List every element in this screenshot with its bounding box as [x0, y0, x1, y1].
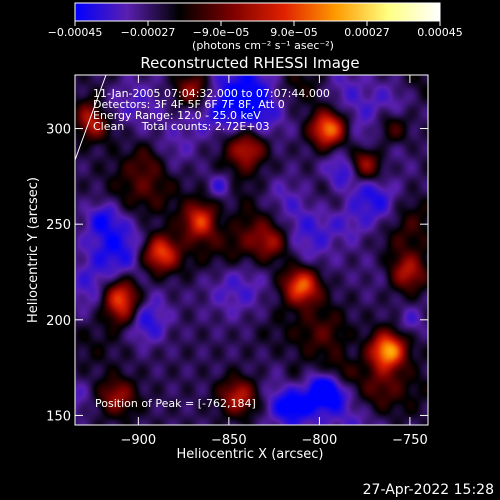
colorbar-tick-label: −0.00045	[48, 26, 103, 39]
annotation-time: 11-Jan-2005 07:04:32.000 to 07:07:44.000	[93, 87, 330, 100]
colorbar-tick-label: −9.0e−05	[193, 26, 250, 39]
x-tick-label: −850	[211, 433, 247, 448]
chart-title: Reconstructed RHESSI Image	[140, 54, 359, 72]
colorbar-tick-label: 0.00045	[417, 26, 463, 39]
colorbar	[74, 2, 441, 22]
axis-ticks: −900 −850 −800 −750 150 200 250 300	[46, 75, 428, 448]
annotation-energy: Energy Range: 12.0 - 25.0 keV	[93, 109, 261, 122]
y-tick-label: 200	[46, 314, 71, 329]
plot-area	[74, 74, 428, 425]
peak-position-label: Position of Peak = [-762,184]	[95, 397, 256, 410]
colorbar-tick-label: 0.00027	[344, 26, 390, 39]
limb-line	[74, 74, 107, 161]
y-tick-label: 300	[46, 123, 71, 138]
timestamp: 27-Apr-2022 15:28	[363, 482, 494, 498]
plot-frame	[74, 74, 429, 426]
y-tick-label: 250	[46, 218, 71, 233]
colorbar-tick-label: 9.0e−05	[270, 26, 317, 39]
colorbar-tick-label: −0.00027	[121, 26, 176, 39]
heatmap-image	[75, 75, 428, 425]
x-axis-label: Heliocentric X (arcsec)	[177, 447, 324, 462]
x-tick-label: −900	[120, 433, 156, 448]
colorbar-unit-label: (photons cm⁻² s⁻¹ asec⁻²)	[192, 39, 334, 52]
y-tick-label: 150	[46, 409, 71, 424]
annotation-detectors: Detectors: 3F 4F 5F 6F 7F 8F, Att 0	[93, 98, 285, 111]
x-tick-label: −750	[392, 433, 428, 448]
colorbar-ticks: −0.00045 −0.00027 −9.0e−05 9.0e−05 0.00027 0.…	[48, 21, 463, 39]
x-tick-label: −800	[302, 433, 338, 448]
y-axis-label: Heliocentric Y (arcsec)	[26, 177, 41, 323]
annotation-clean: Clean Total counts: 2.72E+03	[93, 120, 270, 133]
